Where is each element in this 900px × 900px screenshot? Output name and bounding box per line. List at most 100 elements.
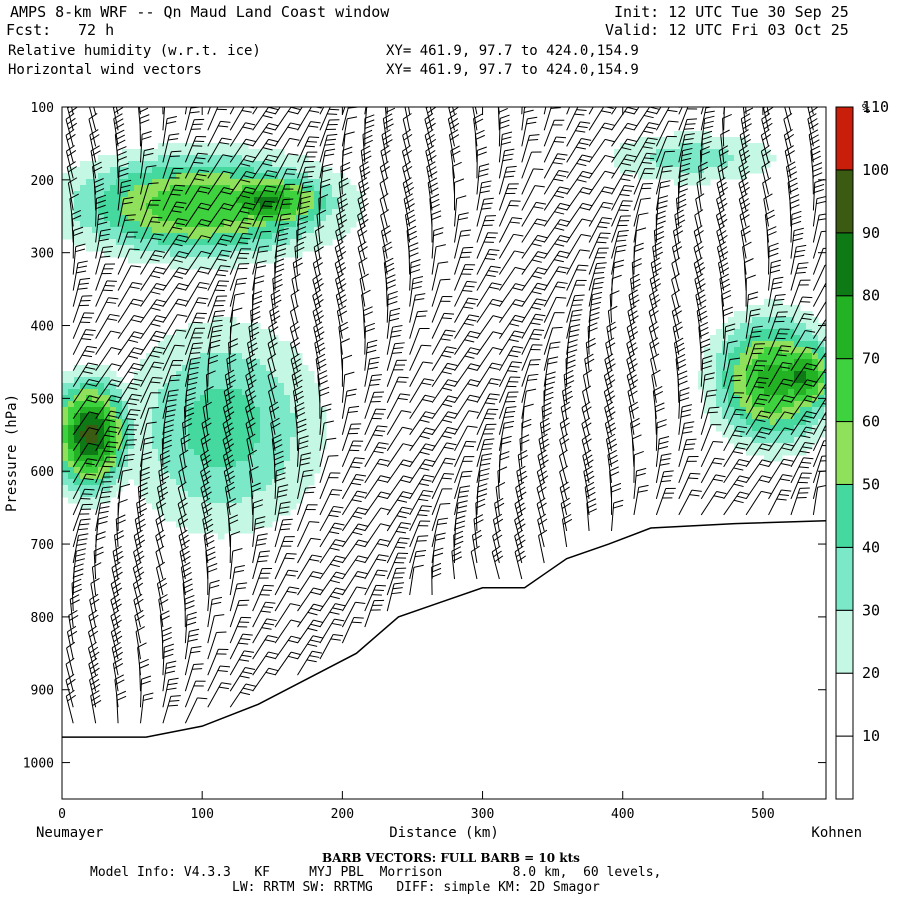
wind-barb-feather: [237, 582, 248, 585]
wind-barb-feather: [140, 471, 150, 477]
wind-barb-feather: [175, 238, 186, 243]
rh-cell: [98, 455, 105, 462]
rh-cell: [140, 167, 147, 174]
wind-barb-feather: [288, 655, 298, 660]
wind-barb-feather: [442, 419, 453, 423]
rh-cell: [230, 401, 237, 408]
rh-cell: [188, 233, 195, 240]
rh-cell: [170, 455, 177, 462]
wind-barb-feather: [111, 625, 120, 633]
rh-cell: [284, 503, 291, 510]
wind-barb-shaft: [252, 107, 258, 115]
wind-barb-feather: [77, 528, 88, 531]
rh-cell: [212, 377, 219, 384]
wind-barb-feather: [264, 200, 275, 203]
rh-cell: [80, 371, 87, 378]
wind-barb-shaft: [452, 107, 455, 115]
rh-cell: [98, 215, 105, 222]
rh-cell: [206, 227, 213, 234]
rh-cell: [716, 425, 723, 432]
wind-barb-feather: [111, 363, 122, 367]
rh-cell: [146, 479, 153, 486]
rh-cell: [158, 389, 165, 396]
rh-cell: [170, 227, 177, 234]
wind-barb-feather: [138, 492, 149, 498]
rh-cell: [248, 179, 255, 186]
rh-cell: [260, 455, 267, 462]
rh-cell: [74, 221, 81, 228]
wind-barb-feather: [201, 454, 211, 462]
wind-barb-feather: [315, 331, 325, 338]
wind-barb-feather: [191, 645, 202, 649]
rh-cell: [98, 209, 105, 216]
rh-cell: [752, 167, 759, 174]
wind-barb-feather: [286, 168, 297, 171]
rh-cell: [206, 239, 213, 246]
rh-cell: [182, 365, 189, 372]
wind-barb-feather: [225, 481, 235, 488]
wind-barb-feather: [164, 643, 174, 648]
rh-cell: [278, 155, 285, 162]
rh-cell: [188, 179, 195, 186]
wind-barb-feather: [313, 587, 324, 591]
wind-barb-feather: [388, 290, 398, 296]
rh-cell: [182, 509, 189, 516]
wind-barb-feather: [513, 233, 524, 237]
wind-barb-feather: [475, 498, 486, 504]
wind-barb-feather: [422, 431, 433, 435]
rh-cell: [260, 407, 267, 414]
wind-barb-feather: [440, 503, 451, 505]
rh-cell: [740, 371, 747, 378]
wind-barb-feather: [353, 617, 364, 619]
rh-cell: [92, 455, 99, 462]
wind-barb-feather: [143, 441, 154, 445]
wind-barb-feather: [310, 607, 321, 612]
rh-cell: [200, 401, 207, 408]
rh-cell: [212, 449, 219, 456]
rh-cell: [734, 143, 741, 150]
rh-cell: [86, 179, 93, 186]
rh-cell: [176, 257, 183, 264]
rh-cell: [176, 515, 183, 522]
wind-barb-feather: [337, 267, 347, 274]
rh-cell: [206, 263, 213, 270]
rh-cell: [170, 209, 177, 216]
rh-cell: [242, 503, 249, 510]
wind-barb-feather: [449, 86, 457, 92]
rh-cell: [800, 371, 807, 378]
wind-barb-feather: [433, 227, 444, 232]
rh-cell: [740, 155, 747, 162]
rh-cell: [194, 359, 201, 366]
wind-barb-feather: [324, 153, 335, 157]
rh-cell: [818, 389, 825, 396]
wind-barb-feather: [212, 596, 223, 600]
rh-cell: [776, 425, 783, 432]
wind-barb-feather: [98, 515, 109, 520]
wind-barb-feather: [265, 127, 276, 131]
rh-cell: [302, 239, 309, 246]
rh-cell: [152, 437, 159, 444]
rh-cell: [254, 509, 261, 516]
rh-cell: [110, 215, 117, 222]
rh-cell: [236, 527, 243, 534]
rh-cell: [218, 233, 225, 240]
rh-cell: [194, 353, 201, 360]
rh-cell: [164, 491, 171, 498]
rh-cell: [80, 431, 87, 438]
wind-barb-feather: [312, 571, 323, 575]
wind-barb-feather: [410, 264, 421, 269]
wind-barb-shaft: [409, 567, 415, 596]
rh-cell: [740, 311, 747, 318]
rh-cell: [218, 497, 225, 504]
wind-barb-feather: [274, 268, 285, 274]
rh-cell: [116, 245, 123, 252]
rh-cell: [110, 251, 117, 258]
rh-cell: [74, 197, 81, 204]
rh-cell: [344, 191, 351, 198]
wind-barb-feather: [313, 603, 324, 608]
rh-cell: [320, 191, 327, 198]
rh-cell: [254, 461, 261, 468]
wind-barb-feather: [239, 210, 250, 214]
wind-barb-feather: [473, 514, 484, 520]
wind-barb-shaft: [386, 583, 395, 612]
